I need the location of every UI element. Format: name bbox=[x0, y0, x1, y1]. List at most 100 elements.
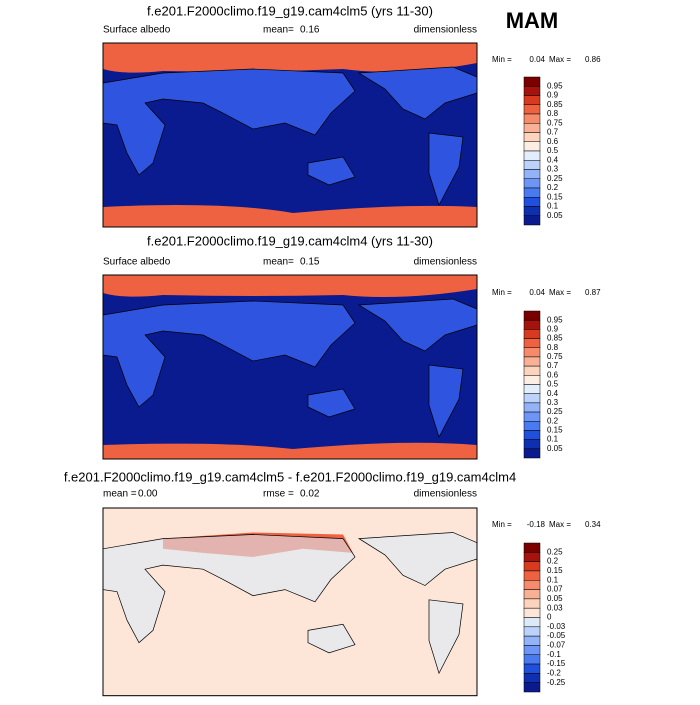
colorbar-box bbox=[523, 617, 541, 628]
colorbar-box bbox=[523, 319, 541, 330]
colorbar-box bbox=[523, 123, 541, 133]
colorbar-label: 0.1 bbox=[547, 575, 559, 584]
colorbar-box bbox=[523, 421, 541, 431]
colorbar-box bbox=[523, 570, 541, 581]
colorbar-box bbox=[523, 607, 541, 618]
colorbar-box bbox=[523, 430, 541, 440]
colorbar-box bbox=[523, 393, 541, 404]
min-value: 0.04 bbox=[529, 288, 545, 297]
colorbar-label: 0.2 bbox=[547, 557, 559, 566]
colorbar-label: -0.1 bbox=[547, 650, 561, 659]
variable-label: Surface albedo bbox=[103, 25, 171, 36]
colorbar-box bbox=[523, 402, 541, 413]
colorbar-label: -0.05 bbox=[547, 631, 566, 640]
colorbar-label: 0.85 bbox=[547, 334, 563, 343]
colorbar-label: 0.15 bbox=[547, 426, 563, 435]
colorbar-box bbox=[523, 150, 541, 161]
colorbar-box bbox=[523, 542, 541, 553]
colorbar-label: 0.6 bbox=[547, 370, 559, 379]
max-label: Max = bbox=[549, 288, 571, 297]
season-label: MAM bbox=[506, 8, 559, 33]
colorbar-box bbox=[523, 160, 541, 170]
colorbar-box bbox=[523, 113, 541, 124]
colorbar-label: 0.03 bbox=[547, 603, 563, 612]
colorbar-box bbox=[523, 365, 541, 376]
min-label: Min = bbox=[492, 520, 512, 529]
colorbar-box bbox=[523, 598, 541, 609]
colorbar-label: 0.95 bbox=[547, 81, 563, 90]
colorbar-label: 0.2 bbox=[547, 183, 559, 192]
stat-value: 0.00 bbox=[138, 489, 158, 500]
max-value: 0.86 bbox=[585, 55, 601, 64]
colorbar-box bbox=[523, 626, 541, 637]
rmse-value: 0.02 bbox=[300, 489, 320, 500]
colorbar-box bbox=[523, 310, 541, 321]
colorbar-box bbox=[523, 654, 541, 665]
min-label: Min = bbox=[492, 55, 512, 64]
units-label: dimensionless bbox=[414, 25, 477, 36]
colorbar-box bbox=[523, 645, 541, 655]
map-panel-3 bbox=[102, 507, 478, 697]
colorbar-box bbox=[523, 132, 541, 142]
colorbar-box bbox=[523, 215, 541, 226]
colorbar-label: 0.3 bbox=[547, 398, 559, 407]
units-label: dimensionless bbox=[414, 257, 477, 268]
colorbar-label: 0.25 bbox=[547, 407, 563, 416]
colorbar-label: 0.75 bbox=[547, 118, 563, 127]
colorbar-box bbox=[523, 86, 541, 96]
colorbar-box bbox=[523, 384, 541, 394]
max-value: 0.34 bbox=[585, 520, 601, 529]
colorbar-box bbox=[523, 187, 541, 198]
stat-value: 0.15 bbox=[300, 257, 320, 268]
colorbar-label: 0.15 bbox=[547, 192, 563, 201]
panel-title: f.e201.F2000climo.f19_g19.cam4clm4 (yrs … bbox=[147, 233, 433, 248]
colorbar-box bbox=[523, 561, 541, 572]
min-label: Min = bbox=[492, 288, 512, 297]
colorbar-label: 0.3 bbox=[547, 165, 559, 174]
colorbar-box bbox=[523, 76, 541, 87]
colorbar-box bbox=[523, 356, 541, 367]
colorbar-label: 0.9 bbox=[547, 91, 559, 100]
colorbar-box bbox=[523, 635, 541, 646]
colorbar-label: 0.07 bbox=[547, 585, 563, 594]
colorbar-box bbox=[523, 95, 541, 105]
colorbar-label: 0.4 bbox=[547, 155, 559, 164]
colorbar-label: 0.5 bbox=[547, 380, 559, 389]
max-value: 0.87 bbox=[585, 288, 601, 297]
panel-title: f.e201.F2000climo.f19_g19.cam4clm5 - f.e… bbox=[64, 469, 516, 484]
stat-label: mean= bbox=[263, 25, 294, 36]
colorbar-label: 0.05 bbox=[547, 594, 563, 603]
colorbar-box bbox=[523, 338, 541, 348]
colorbar-box bbox=[523, 347, 541, 358]
units-label: dimensionless bbox=[414, 489, 477, 500]
max-label: Max = bbox=[549, 520, 571, 529]
colorbar-box bbox=[523, 439, 541, 450]
map-panel-1 bbox=[102, 42, 478, 228]
colorbar-label: 0.1 bbox=[547, 202, 559, 211]
colorbar-box bbox=[523, 552, 541, 562]
colorbar-label: 0.75 bbox=[547, 352, 563, 361]
colorbar-label: 0.7 bbox=[547, 361, 559, 370]
colorbar-box bbox=[523, 589, 541, 600]
colorbar-box bbox=[523, 375, 541, 385]
colorbar-label: 0.05 bbox=[547, 211, 563, 220]
colorbar-box bbox=[523, 663, 541, 674]
colorbar-box bbox=[523, 206, 541, 216]
colorbar-label: 0.15 bbox=[547, 566, 563, 575]
colorbar-box bbox=[523, 141, 541, 152]
colorbar-box bbox=[523, 411, 541, 422]
colorbar-label: 0.25 bbox=[547, 174, 563, 183]
colorbar-label: 0.2 bbox=[547, 416, 559, 425]
variable-label: Surface albedo bbox=[103, 257, 171, 268]
colorbar-label: 0.5 bbox=[547, 146, 559, 155]
colorbar-label: 0.4 bbox=[547, 389, 559, 398]
colorbar-box bbox=[523, 673, 541, 683]
colorbar-box bbox=[523, 104, 541, 115]
stat-label: mean = bbox=[103, 489, 137, 500]
colorbar-label: 0.8 bbox=[547, 109, 559, 118]
min-value: 0.04 bbox=[529, 55, 545, 64]
colorbar-label: 0.85 bbox=[547, 100, 563, 109]
colorbar-box bbox=[523, 178, 541, 189]
colorbar-box bbox=[523, 197, 541, 207]
